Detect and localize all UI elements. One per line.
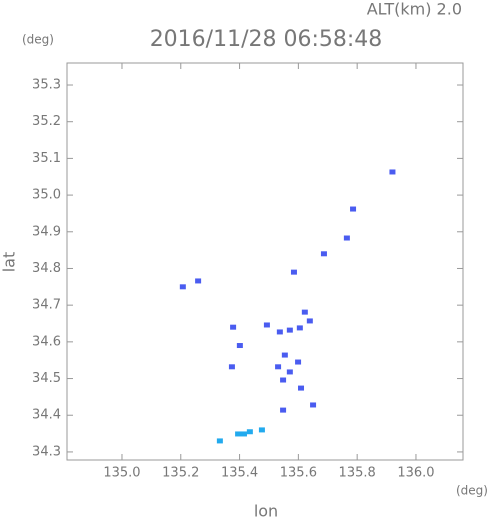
- echo-point: [389, 169, 396, 175]
- y-axis-label: lat: [0, 252, 19, 273]
- echo-point: [286, 327, 293, 333]
- echo-point: [179, 284, 186, 290]
- y-tick-label: 35.1: [32, 151, 61, 166]
- x-tick-label: 136.0: [397, 466, 434, 481]
- x-tick-label: 135.8: [339, 466, 376, 481]
- echo-point: [263, 322, 270, 328]
- echo-point: [343, 235, 350, 241]
- echo-point: [350, 206, 357, 212]
- chart-title: 2016/11/28 06:58:48: [150, 27, 383, 52]
- echo-point: [281, 352, 288, 358]
- echo-point: [290, 269, 297, 275]
- y-tick-label: 34.9: [32, 224, 61, 239]
- echo-point: [228, 364, 235, 370]
- echo-point: [240, 431, 247, 437]
- y-tick-label: 35.0: [32, 188, 61, 203]
- x-axis-label: lon: [254, 502, 278, 521]
- echo-point: [286, 369, 293, 375]
- plot-frame: [66, 62, 464, 461]
- x-tick-label: 135.6: [280, 466, 317, 481]
- echo-point: [235, 431, 242, 437]
- x-tick-label: 135.4: [221, 466, 258, 481]
- echo-point: [296, 325, 303, 331]
- echo-point: [246, 429, 253, 435]
- y-tick-label: 34.8: [32, 261, 61, 276]
- echo-point: [230, 324, 237, 330]
- altitude-label: ALT(km) 2.0: [367, 0, 462, 19]
- echo-point: [280, 377, 287, 383]
- echo-point: [280, 407, 287, 413]
- y-tick-label: 35.3: [32, 78, 61, 93]
- echo-point: [301, 309, 308, 315]
- echo-point: [295, 359, 302, 365]
- echo-point: [195, 278, 202, 284]
- echo-point: [310, 402, 317, 408]
- y-tick-label: 34.3: [32, 444, 61, 459]
- x-tick-label: 135.2: [162, 466, 199, 481]
- echo-point: [276, 329, 283, 335]
- echo-point: [298, 385, 305, 391]
- echo-point: [306, 318, 313, 324]
- y-unit: (deg): [22, 33, 54, 47]
- echo-point: [216, 438, 223, 444]
- echo-point: [320, 251, 327, 257]
- y-tick-label: 34.7: [32, 298, 61, 313]
- y-tick-label: 34.5: [32, 371, 61, 386]
- x-unit: (deg): [456, 484, 488, 498]
- x-tick-label: 135.0: [103, 466, 140, 481]
- y-tick-label: 34.6: [32, 334, 61, 349]
- y-tick-label: 34.4: [32, 408, 61, 423]
- echo-point: [236, 343, 243, 349]
- y-tick-label: 35.2: [32, 114, 61, 129]
- echo-point: [275, 364, 282, 370]
- echo-point: [258, 427, 265, 433]
